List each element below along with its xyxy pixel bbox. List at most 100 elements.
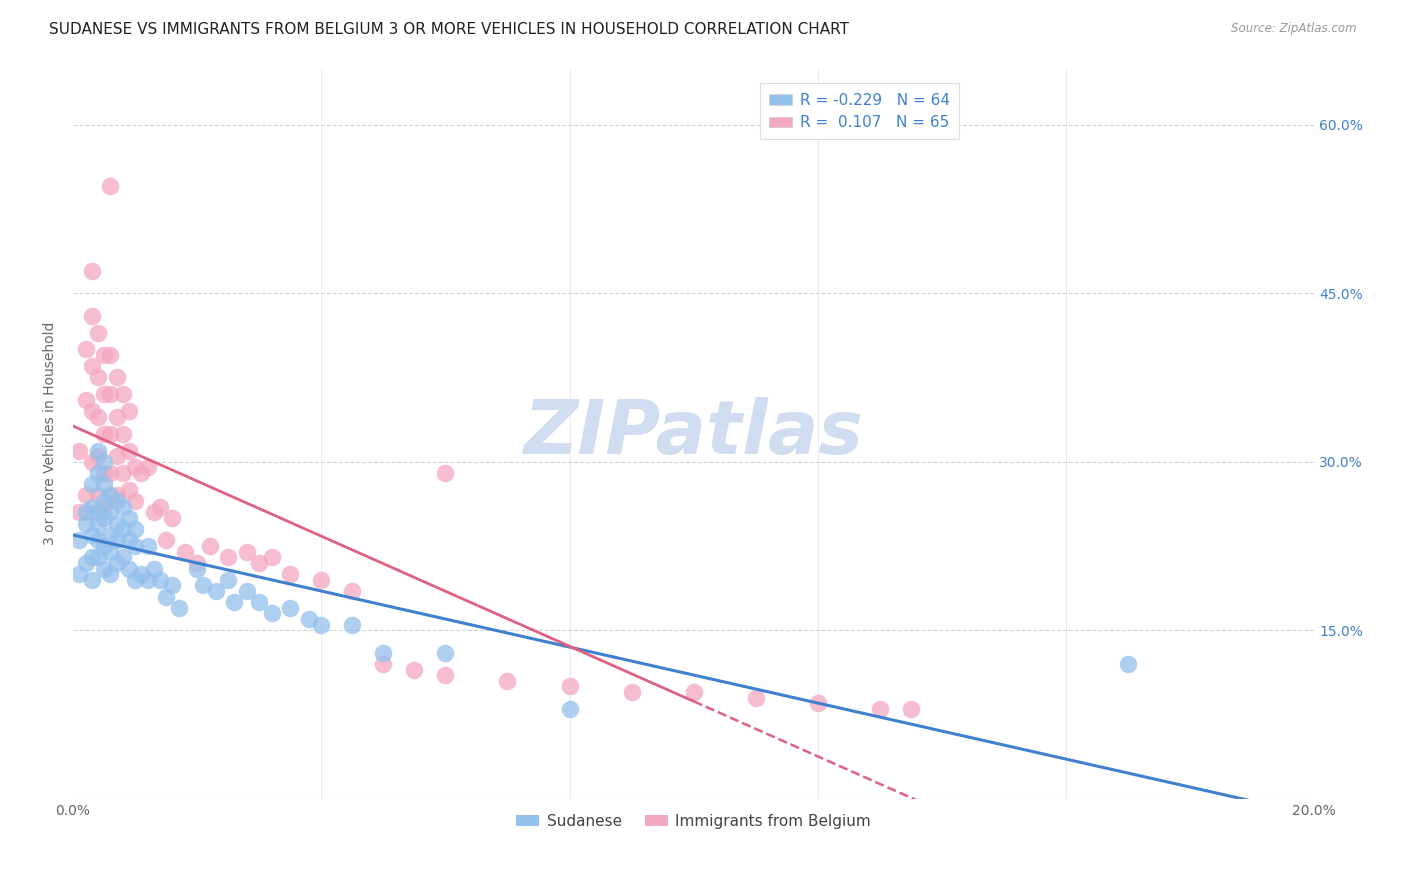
- Point: [298, 612, 321, 626]
- Point: [87, 466, 110, 480]
- Point: [900, 702, 922, 716]
- Point: [87, 326, 110, 340]
- Point: [98, 544, 121, 558]
- Point: [373, 646, 395, 660]
- Point: [80, 528, 103, 542]
- Point: [67, 533, 90, 548]
- Point: [93, 477, 115, 491]
- Point: [155, 533, 177, 548]
- Point: [98, 387, 121, 401]
- Point: [80, 404, 103, 418]
- Point: [98, 179, 121, 194]
- Point: [87, 370, 110, 384]
- Point: [105, 516, 128, 531]
- Point: [93, 426, 115, 441]
- Point: [93, 348, 115, 362]
- Point: [93, 539, 115, 553]
- Point: [93, 561, 115, 575]
- Point: [87, 550, 110, 565]
- Point: [111, 426, 134, 441]
- Point: [278, 600, 301, 615]
- Point: [98, 426, 121, 441]
- Point: [118, 404, 141, 418]
- Point: [247, 595, 270, 609]
- Point: [124, 539, 146, 553]
- Point: [93, 387, 115, 401]
- Point: [558, 702, 581, 716]
- Point: [111, 387, 134, 401]
- Point: [136, 539, 159, 553]
- Point: [162, 511, 184, 525]
- Point: [87, 488, 110, 502]
- Point: [149, 573, 172, 587]
- Point: [75, 516, 97, 531]
- Point: [260, 550, 283, 565]
- Point: [118, 511, 141, 525]
- Point: [98, 488, 121, 502]
- Point: [217, 550, 239, 565]
- Point: [131, 567, 153, 582]
- Point: [404, 663, 426, 677]
- Point: [111, 550, 134, 565]
- Point: [342, 584, 364, 599]
- Point: [87, 443, 110, 458]
- Y-axis label: 3 or more Vehicles in Household: 3 or more Vehicles in Household: [44, 322, 58, 545]
- Point: [236, 544, 259, 558]
- Point: [167, 600, 190, 615]
- Point: [217, 573, 239, 587]
- Point: [118, 483, 141, 497]
- Point: [682, 685, 704, 699]
- Point: [260, 607, 283, 621]
- Point: [124, 494, 146, 508]
- Point: [373, 657, 395, 671]
- Point: [87, 516, 110, 531]
- Point: [198, 539, 221, 553]
- Point: [124, 522, 146, 536]
- Point: [173, 544, 195, 558]
- Point: [136, 460, 159, 475]
- Point: [434, 668, 457, 682]
- Point: [87, 409, 110, 424]
- Text: SUDANESE VS IMMIGRANTS FROM BELGIUM 3 OR MORE VEHICLES IN HOUSEHOLD CORRELATION : SUDANESE VS IMMIGRANTS FROM BELGIUM 3 OR…: [49, 22, 849, 37]
- Text: Source: ZipAtlas.com: Source: ZipAtlas.com: [1232, 22, 1357, 36]
- Point: [98, 348, 121, 362]
- Point: [118, 533, 141, 548]
- Point: [869, 702, 891, 716]
- Point: [93, 466, 115, 480]
- Point: [80, 455, 103, 469]
- Point: [142, 561, 165, 575]
- Point: [744, 690, 766, 705]
- Point: [80, 500, 103, 514]
- Point: [558, 680, 581, 694]
- Point: [98, 505, 121, 519]
- Point: [105, 370, 128, 384]
- Point: [93, 511, 115, 525]
- Text: ZIPatlas: ZIPatlas: [523, 397, 863, 470]
- Point: [80, 264, 103, 278]
- Point: [224, 595, 246, 609]
- Point: [75, 556, 97, 570]
- Point: [105, 449, 128, 463]
- Point: [311, 573, 333, 587]
- Point: [186, 561, 208, 575]
- Point: [80, 477, 103, 491]
- Point: [162, 578, 184, 592]
- Point: [105, 556, 128, 570]
- Point: [118, 561, 141, 575]
- Point: [87, 449, 110, 463]
- Point: [93, 494, 115, 508]
- Point: [1116, 657, 1139, 671]
- Point: [111, 466, 134, 480]
- Point: [105, 494, 128, 508]
- Point: [142, 505, 165, 519]
- Point: [75, 343, 97, 357]
- Point: [75, 392, 97, 407]
- Point: [118, 443, 141, 458]
- Point: [105, 409, 128, 424]
- Point: [620, 685, 643, 699]
- Point: [124, 573, 146, 587]
- Point: [186, 556, 208, 570]
- Point: [434, 646, 457, 660]
- Point: [131, 466, 153, 480]
- Point: [278, 567, 301, 582]
